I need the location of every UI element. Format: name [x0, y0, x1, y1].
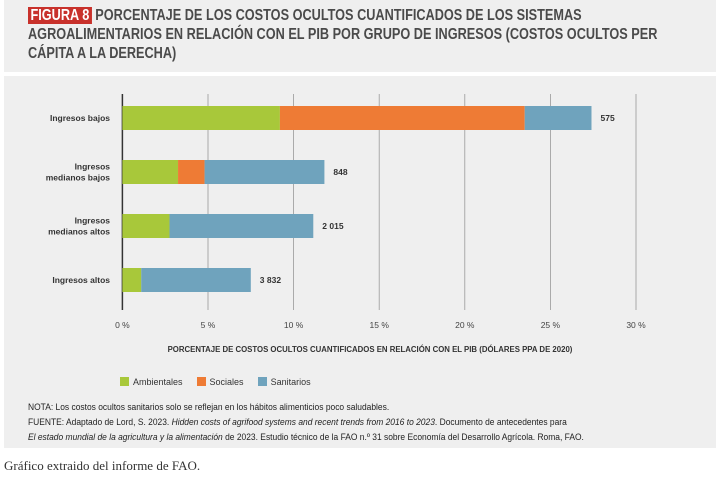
- legend-item: Sociales: [196, 377, 244, 387]
- bar-segment-sanitarios: [524, 106, 592, 130]
- legend-label: Sanitarios: [270, 377, 311, 387]
- notes: NOTA: Los costos ocultos sanitarios solo…: [28, 400, 714, 445]
- legend-label: Ambientales: [133, 377, 183, 387]
- note-text: NOTA: Los costos ocultos sanitarios solo…: [28, 402, 390, 413]
- category-label: Ingresos bajos: [50, 113, 110, 123]
- category-label: medianos bajos: [46, 173, 111, 183]
- legend-swatch: [120, 377, 129, 386]
- chart-title: FIGURA 8 PORCENTAJE DE LOS COSTOS OCULTO…: [28, 6, 700, 63]
- x-tick-label: 20 %: [455, 320, 475, 330]
- title-text: PORCENTAJE DE LOS COSTOS OCULTOS CUANTIF…: [28, 7, 658, 62]
- legend-item: Ambientales: [120, 377, 183, 387]
- legend-swatch: [257, 377, 267, 386]
- figure-label: FIGURA 8: [28, 7, 92, 24]
- bar-value-label: 848: [333, 167, 347, 177]
- x-tick-label: 15 %: [370, 320, 390, 330]
- x-axis-title: PORCENTAJE DE COSTOS OCULTOS CUANTIFICAD…: [168, 345, 573, 354]
- bar-segment-ambientales: [122, 160, 179, 184]
- source-text: FUENTE: Adaptado de Lord, S. 2023. Hidde…: [28, 417, 584, 443]
- category-label: Ingresos altos: [52, 275, 110, 285]
- legend-label: Sociales: [209, 377, 244, 387]
- category-label: Ingresos: [75, 216, 111, 226]
- legend: Ambientales Sociales Sanitarios: [120, 377, 311, 387]
- bar-segment-ambientales: [122, 268, 142, 292]
- caption: Gráfico extraido del informe de FAO.: [4, 458, 201, 473]
- title-panel: FIGURA 8 PORCENTAJE DE LOS COSTOS OCULTO…: [4, 0, 716, 72]
- bar-segment-ambientales: [122, 214, 170, 238]
- x-tick-label: 30 %: [626, 320, 646, 330]
- x-tick-label: 25 %: [541, 320, 561, 330]
- x-tick-label: 10 %: [284, 320, 304, 330]
- legend-swatch: [196, 377, 206, 386]
- bar-chart: 0 % 5 % 10 % 15 % 20 % 25 % 30 % Ingresos bajos…: [46, 94, 646, 354]
- bar-segment-sanitarios: [204, 160, 325, 184]
- bar-segment-sociales: [279, 106, 525, 130]
- bar-value-label: 2 015: [322, 221, 344, 231]
- bar-value-label: 3 832: [260, 275, 282, 285]
- legend-item: Sanitarios: [257, 377, 311, 387]
- bar-segment-sociales: [178, 160, 205, 184]
- x-tick-label: 0 %: [115, 320, 130, 330]
- bar-value-label: 575: [600, 113, 614, 123]
- category-label: Ingresos: [75, 162, 111, 172]
- bar-segment-sanitarios: [169, 214, 314, 238]
- x-tick-label: 5 %: [201, 320, 216, 330]
- bar-segment-sanitarios: [141, 268, 251, 292]
- category-label: medianos altos: [48, 227, 110, 237]
- bar-segment-ambientales: [122, 106, 280, 130]
